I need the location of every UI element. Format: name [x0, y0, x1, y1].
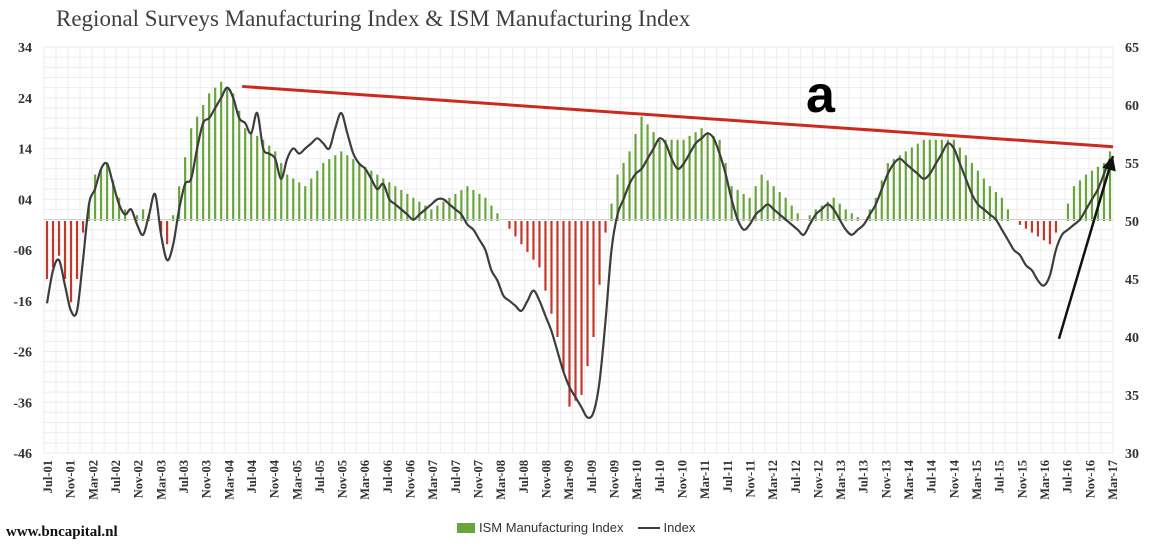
x-tick-label: Mar-10	[630, 460, 644, 500]
x-tick-label: Nov-05	[336, 460, 350, 498]
x-tick-label: Nov-09	[607, 460, 621, 498]
x-tick-label: Mar-15	[970, 460, 984, 500]
x-tick-label: Nov-15	[1015, 460, 1029, 498]
x-tick-label: Mar-06	[358, 460, 372, 500]
x-tick-label: Jul-05	[313, 460, 327, 493]
x-tick-label: Jul-07	[449, 460, 463, 493]
arrow-shaft	[1057, 155, 1115, 340]
x-tick-label: Jul-10	[653, 460, 667, 493]
x-tick-label: Jul-01	[41, 460, 55, 493]
source-label: www.bncapital.nl	[6, 524, 118, 540]
x-tick-label: Mar-03	[154, 460, 168, 500]
y-left-tick-label: 34	[18, 41, 32, 56]
x-tick-label: Mar-12	[766, 460, 780, 500]
legend-label-index: Index	[663, 520, 696, 535]
y-left-tick-label: -36	[13, 396, 32, 411]
x-tick-label: Jul-04	[245, 459, 259, 493]
x-tick-label: Mar-05	[290, 460, 304, 500]
x-tick-label: Jul-06	[381, 460, 395, 493]
x-tick-label: Mar-02	[86, 460, 100, 500]
y-right-tick-label: 55	[1125, 157, 1139, 172]
x-tick-label: Jul-12	[789, 460, 803, 493]
x-tick-label: Nov-13	[879, 460, 893, 498]
y-left-tick-label: -16	[13, 295, 32, 310]
legend-label-ism: ISM Manufacturing Index	[479, 520, 624, 535]
trend-line	[242, 84, 1114, 149]
y-left-tick-label: 04	[18, 193, 32, 208]
x-tick-label: Jul-16	[1061, 460, 1075, 493]
y-axis-right: 65 60 55 50 45 40 35 30	[1125, 41, 1139, 462]
y-axis-left: 34 24 14 04 -06 -16 -26 -36 -46	[13, 41, 32, 462]
x-tick-label: Nov-07	[472, 460, 486, 498]
x-tick-label: Mar-17	[1106, 460, 1120, 500]
x-tick-label: Jul-15	[993, 460, 1007, 493]
y-right-tick-label: 65	[1125, 41, 1139, 56]
x-tick-label: Mar-08	[494, 460, 508, 500]
x-tick-label: Nov-14	[947, 459, 961, 498]
grid	[43, 46, 1114, 454]
x-tick-label: Jul-13	[857, 460, 871, 493]
index-line	[45, 86, 1112, 419]
x-tick-label: Jul-14	[925, 459, 939, 493]
x-tick-label: Jul-03	[177, 460, 191, 493]
legend-item-ism: ISM Manufacturing Index	[457, 520, 624, 535]
bars-group	[45, 81, 1112, 407]
trend-line-group	[242, 84, 1114, 149]
y-right-tick-label: 30	[1125, 447, 1139, 462]
legend-swatch-ism	[457, 522, 475, 533]
x-tick-label: Mar-16	[1038, 460, 1052, 500]
y-left-tick-label: -46	[13, 447, 32, 462]
y-right-tick-label: 50	[1125, 215, 1139, 230]
annotation-a: a	[806, 66, 836, 124]
y-left-tick-label: -06	[13, 244, 32, 259]
y-left-tick-label: -26	[13, 346, 32, 361]
index-line-group	[45, 86, 1112, 419]
x-tick-label: Nov-04	[268, 459, 282, 498]
x-tick-label: Jul-09	[585, 460, 599, 493]
x-tick-label: Mar-13	[834, 460, 848, 500]
x-tick-label: Mar-14	[902, 459, 916, 500]
x-tick-label: Nov-10	[675, 460, 689, 498]
x-tick-label: Nov-12	[811, 460, 825, 498]
legend: ISM Manufacturing Index Index	[457, 520, 709, 535]
y-left-tick-label: 24	[18, 92, 32, 107]
arrow-group	[1057, 155, 1116, 340]
x-tick-label: Nov-11	[743, 460, 757, 498]
x-tick-label: Jul-02	[109, 460, 123, 493]
y-right-tick-label: 40	[1125, 331, 1139, 346]
arrow-head	[1102, 156, 1116, 172]
x-tick-label: Nov-16	[1083, 460, 1097, 498]
x-tick-label: Jul-08	[517, 460, 531, 493]
y-right-tick-label: 45	[1125, 273, 1139, 288]
x-tick-label: Nov-03	[200, 460, 214, 498]
x-tick-label: Mar-07	[426, 460, 440, 500]
legend-swatch-index	[637, 526, 660, 529]
x-tick-label: Nov-01	[64, 460, 78, 498]
y-right-tick-label: 35	[1125, 389, 1139, 404]
x-axis: Jul-01 Nov-01 Mar-02 Jul-02 Nov-02 Mar-03 Jul-…	[41, 459, 1120, 500]
x-tick-label: Mar-11	[698, 460, 712, 499]
x-tick-label: Nov-06	[404, 460, 418, 498]
x-tick-label: Nov-02	[132, 460, 146, 498]
x-tick-label: Nov-08	[540, 460, 554, 498]
y-right-tick-label: 60	[1125, 99, 1139, 114]
chart-title: Regional Surveys Manufacturing Index & I…	[56, 6, 691, 31]
x-tick-label: Mar-04	[222, 459, 236, 500]
x-tick-label: Jul-11	[721, 460, 735, 493]
x-tick-label: Mar-09	[562, 460, 576, 500]
legend-item-index: Index	[637, 520, 696, 535]
y-left-tick-label: 14	[18, 143, 32, 158]
